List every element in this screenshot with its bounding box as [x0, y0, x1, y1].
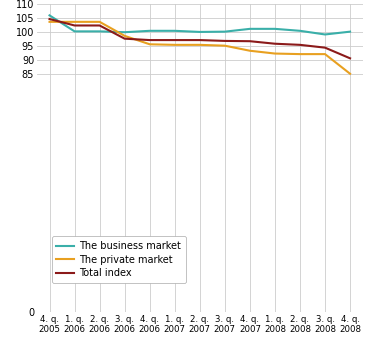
Legend: The business market, The private market, Total index: The business market, The private market,…	[52, 236, 186, 283]
